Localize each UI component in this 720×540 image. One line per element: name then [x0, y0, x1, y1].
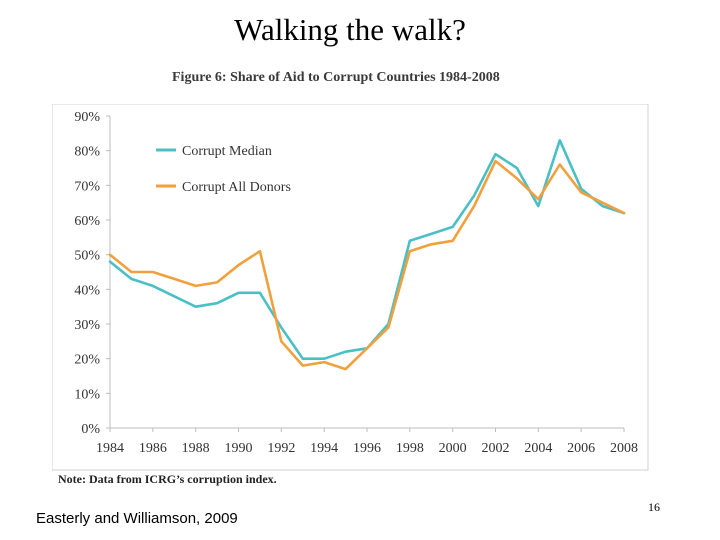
y-tick-label: 40%: [74, 283, 100, 298]
x-tick-label: 1994: [310, 441, 338, 456]
legend-label: Corrupt Median: [182, 144, 272, 159]
x-tick-label: 1996: [353, 441, 381, 456]
x-tick-label: 2006: [567, 441, 595, 456]
y-tick-label: 60%: [74, 214, 100, 229]
x-tick-label: 2000: [439, 441, 467, 456]
x-tick-label: 1990: [225, 441, 253, 456]
x-tick-label: 1998: [396, 441, 424, 456]
x-tick-label: 2008: [610, 441, 638, 456]
page-number: 16: [648, 500, 660, 514]
y-tick-label: 70%: [74, 179, 100, 194]
x-tick-label: 1984: [96, 441, 124, 456]
legend-label: Corrupt All Donors: [182, 180, 291, 195]
y-tick-label: 10%: [74, 387, 100, 402]
x-tick-label: 1986: [139, 441, 167, 456]
series-line-corrupt-all-donors: [108, 159, 626, 371]
y-tick-label: 20%: [74, 353, 100, 368]
line-chart: 0% 10% 20% 30% 40% 50% 60% 70% 80% 90% 1984 1986 19…: [52, 104, 649, 471]
figure-caption: Figure 6: Share of Aid to Corrupt Countr…: [172, 70, 500, 85]
x-tick-label: 2004: [524, 441, 552, 456]
x-tick-label: 2002: [482, 441, 510, 456]
chart-note: Note: Data from ICRG’s corruption index.: [58, 472, 277, 486]
slide-title: Walking the walk?: [234, 12, 466, 47]
y-tick-label: 80%: [74, 145, 100, 160]
chart-border: [52, 104, 649, 471]
source-credit: Easterly and Williamson, 2009: [36, 510, 238, 527]
x-tick-label: 1992: [267, 441, 295, 456]
y-tick-label: 30%: [74, 318, 100, 333]
x-tick-label: 1988: [182, 441, 210, 456]
y-tick-label: 90%: [74, 110, 100, 125]
y-tick-label: 0%: [81, 422, 100, 437]
y-tick-label: 50%: [74, 249, 100, 264]
